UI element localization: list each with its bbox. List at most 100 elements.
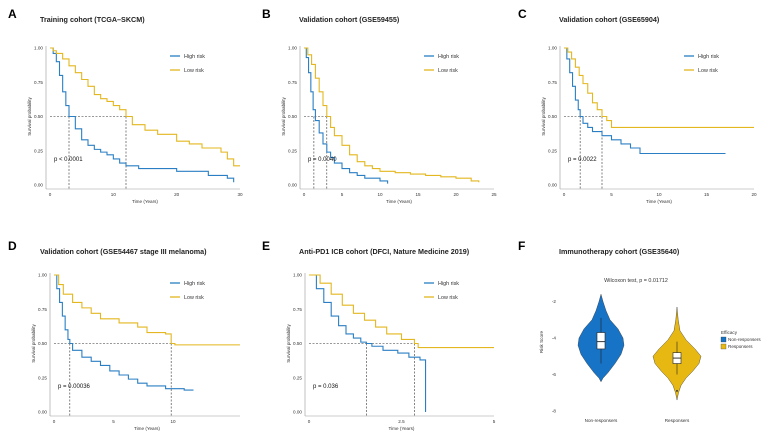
legend-label: High risk: [184, 281, 205, 287]
y-tick-label: -6: [552, 372, 557, 377]
y-tick-label: 0.25: [34, 148, 43, 153]
x-tick-label: 5: [112, 419, 115, 424]
km-curve-low-risk: [564, 47, 754, 129]
y-tick-label: 0.75: [288, 80, 297, 85]
y-axis-label: Survival probability: [31, 324, 36, 363]
x-tick-label: 2.5: [398, 419, 405, 424]
x-tick-label: 30: [237, 192, 243, 197]
x-tick-label: 10: [656, 192, 662, 197]
x-tick-label: 0: [53, 419, 56, 424]
y-tick-label: 1.00: [34, 46, 43, 51]
km-curve-high-risk: [309, 274, 427, 412]
x-tick-label: 5: [341, 192, 344, 197]
x-tick-label: 15: [704, 192, 710, 197]
chart-title: Training cohort (TCGA–SKCM): [40, 15, 145, 24]
panel-b: B Validation cohort (GSE59455) 0.00 0.25 0.5…: [262, 7, 497, 204]
km-curve-high-risk: [564, 47, 726, 155]
panel-e: E Anti-PD1 ICB cohort (DFCI, Nature Medic…: [262, 239, 496, 431]
km-curve-low-risk: [54, 274, 240, 346]
km-curve-low-risk: [50, 47, 240, 167]
legend-title: Efficacy: [721, 330, 738, 335]
x-tick-label: 0: [303, 192, 306, 197]
p-value-label: p = 0.00036: [58, 384, 91, 390]
x-tick-label: 10: [377, 192, 383, 197]
y-tick-label: 0.00: [288, 183, 297, 188]
panel-label: F: [518, 239, 525, 253]
y-tick-label: 0.50: [288, 114, 297, 119]
x-tick-label: 20: [453, 192, 459, 197]
x-axis-label: Time (Years): [134, 426, 160, 431]
x-tick-label: 25: [491, 192, 497, 197]
x-tick-label: 20: [751, 192, 757, 197]
outlier-point: [676, 390, 678, 392]
y-tick-label: 0.75: [548, 80, 557, 85]
x-tick-label: 10: [111, 192, 117, 197]
x-tick-label: Non-responsers: [585, 418, 618, 423]
x-axis-label: Time (Years): [132, 199, 158, 204]
y-tick-label: 1.00: [38, 273, 47, 278]
p-value-label: p < 0.0001: [54, 157, 83, 163]
y-axis-label: Survival probability: [286, 324, 291, 363]
panel-label: C: [518, 7, 527, 21]
x-tick-label: 10: [170, 419, 176, 424]
legend-swatch: [720, 336, 727, 343]
p-value-label: p = 0.0040: [308, 157, 337, 163]
x-tick-label: 15: [415, 192, 421, 197]
panel-f: F Immunotherapy cohort (GSE35640) Wilcoxon…: [518, 239, 761, 423]
legend-label: Low risk: [184, 68, 204, 74]
panel-label: A: [8, 7, 17, 21]
y-tick-label: 0.50: [548, 114, 557, 119]
legend-label: Low risk: [438, 68, 458, 74]
x-tick-label: 0: [49, 192, 52, 197]
legend-label: High risk: [438, 281, 459, 287]
legend-label: High risk: [698, 54, 719, 60]
chart-title: Validation cohort (GSE59455): [299, 15, 400, 24]
legend-label: Non-responsers: [728, 337, 761, 342]
km-curve-high-risk: [50, 47, 235, 183]
chart-title: Validation cohort (GSE54467 stage III me…: [40, 247, 207, 256]
x-axis-label: Time (Years): [646, 199, 672, 204]
legend-label: High risk: [184, 54, 205, 60]
p-value-label: p = 0.036: [313, 384, 339, 390]
km-curve-high-risk: [54, 274, 194, 391]
y-axis-label: Survival probability: [27, 97, 32, 136]
y-tick-label: 0.00: [38, 410, 47, 415]
y-axis-label: Survival probability: [541, 97, 546, 136]
km-curve-high-risk: [304, 47, 389, 184]
y-axis-label: Survival probability: [281, 97, 286, 136]
box-iqr: [596, 332, 606, 350]
x-tick-label: 20: [174, 192, 180, 197]
y-tick-label: 0.50: [34, 114, 43, 119]
y-tick-label: 0.25: [548, 148, 557, 153]
km-curve-low-risk: [309, 274, 494, 349]
x-tick-label: Responsers: [665, 418, 690, 423]
y-tick-label: 1.00: [293, 273, 302, 278]
y-tick-label: -2: [552, 299, 557, 304]
legend-label: Low risk: [184, 295, 204, 301]
x-tick-label: 5: [493, 419, 496, 424]
y-tick-label: 0.25: [293, 375, 302, 380]
legend-swatch: [720, 343, 727, 350]
y-tick-label: 0.50: [293, 341, 302, 346]
p-value-label: p = 0.0022: [568, 157, 597, 163]
y-tick-label: -4: [552, 336, 557, 341]
panel-c: C Validation cohort (GSE65904) 0.00 0.25 0.5…: [518, 7, 757, 204]
y-tick-label: 0.75: [34, 80, 43, 85]
x-tick-label: 0: [563, 192, 566, 197]
y-tick-label: 0.75: [293, 307, 302, 312]
legend-label: Low risk: [698, 68, 718, 74]
legend-label: Low risk: [438, 295, 458, 301]
y-tick-label: 0.00: [548, 183, 557, 188]
y-tick-label: 0.75: [38, 307, 47, 312]
y-tick-label: 0.25: [38, 375, 47, 380]
y-axis-label: Risk Score: [539, 330, 544, 353]
legend-label: Responsers: [728, 344, 753, 349]
panel-label: D: [8, 239, 17, 253]
chart-title: Anti-PD1 ICB cohort (DFCI, Nature Medici…: [299, 247, 470, 256]
legend-label: High risk: [438, 54, 459, 60]
panel-label: B: [262, 7, 271, 21]
panel-a: A Training cohort (TCGA–SKCM) 0.00 0.25 0.50…: [8, 7, 243, 204]
y-tick-label: 0.25: [288, 148, 297, 153]
y-tick-label: 0.00: [34, 183, 43, 188]
x-tick-label: 0: [308, 419, 311, 424]
